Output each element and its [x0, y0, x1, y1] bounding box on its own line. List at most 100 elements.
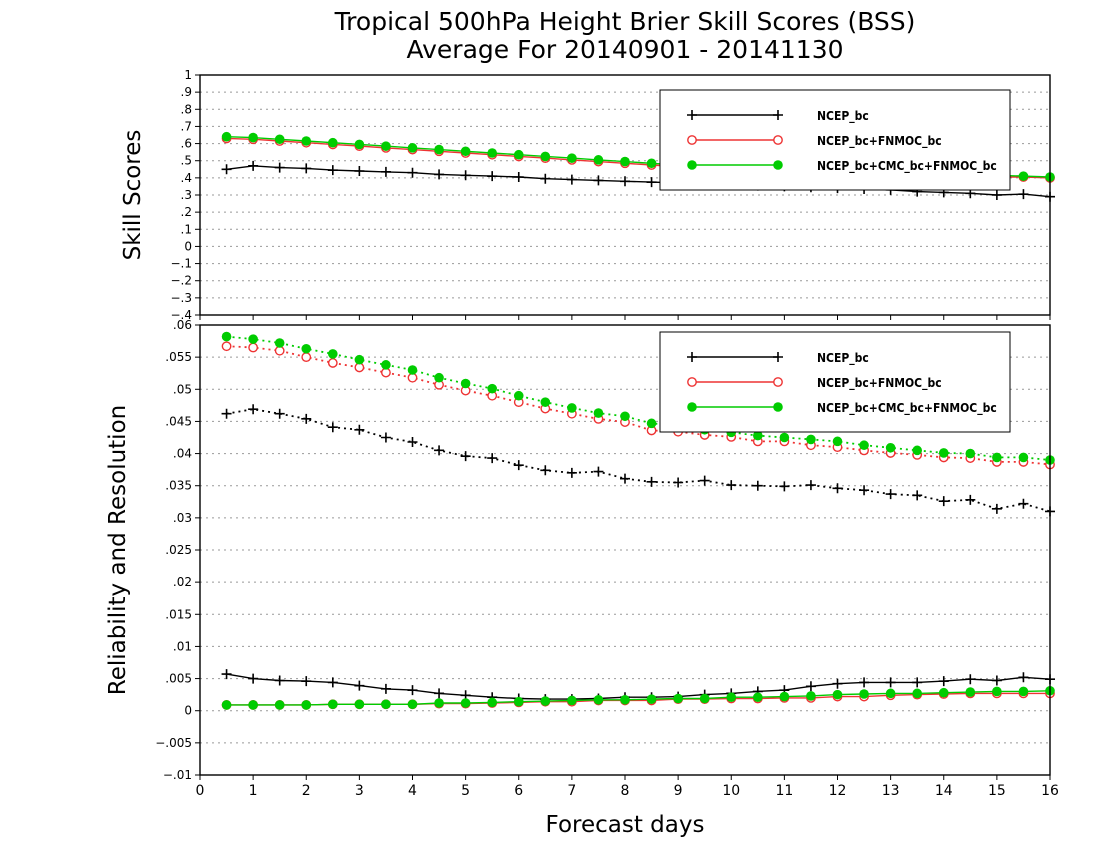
data-point [566, 174, 577, 185]
data-point [991, 503, 1002, 514]
data-point [354, 680, 365, 691]
series-line [226, 673, 1051, 700]
x-tick-label: 16 [1041, 783, 1059, 799]
x-tick-label: 8 [621, 783, 630, 799]
data-point [301, 163, 312, 174]
data-point [274, 338, 285, 348]
data-point [593, 408, 604, 418]
data-point [699, 475, 710, 486]
data-point [912, 445, 922, 456]
data-point [567, 403, 577, 413]
y-tick-label: −.2 [170, 274, 192, 288]
reliability-resolution-panel: −.01 −.005 0 .005 .01 .015 .02 .025 .03 .035 .04 .0… [155, 318, 1059, 799]
data-point [726, 480, 737, 491]
data-point [328, 349, 338, 359]
y-tick-label: .06 [173, 318, 192, 332]
data-point [699, 693, 710, 704]
x-tick-label: 15 [988, 783, 1006, 799]
y-tick-label: .025 [165, 543, 192, 557]
data-point [673, 477, 684, 488]
data-point [248, 700, 258, 710]
legend-marker [687, 402, 697, 412]
data-point [221, 331, 232, 342]
chart-title-line1: Tropical 500hPa Height Brier Skill Score… [334, 7, 916, 36]
y-tick-label: 1 [184, 68, 192, 82]
data-point [1018, 686, 1029, 697]
data-point [992, 686, 1002, 697]
data-point [513, 390, 524, 401]
data-point [620, 176, 630, 187]
data-point [753, 430, 763, 441]
y-tick-label: .6 [181, 137, 192, 151]
data-point [274, 162, 285, 173]
legend-label: NCEP_bc+CMC_bc+FNMOC_bc [817, 159, 997, 174]
data-point [566, 467, 577, 478]
y-tick-label: .7 [181, 119, 192, 133]
data-point [487, 697, 497, 708]
data-point [274, 675, 285, 686]
data-point [274, 408, 285, 419]
data-point [859, 677, 870, 688]
data-point [221, 341, 232, 352]
legend-label: NCEP_bc [817, 351, 869, 366]
data-point [328, 137, 338, 148]
data-point [407, 437, 418, 447]
x-tick-label: 6 [514, 783, 523, 799]
y-tick-label: .045 [165, 414, 192, 428]
chart-title-line2: Average For 20140901 - 20141130 [406, 35, 843, 64]
y-tick-label: .015 [165, 607, 192, 621]
y-tick-label: .035 [165, 479, 192, 493]
y-tick-label: −.1 [170, 257, 192, 271]
y-tick-label: .005 [165, 672, 192, 686]
data-point [380, 683, 391, 694]
legend-marker [773, 110, 783, 120]
data-point [407, 685, 418, 696]
data-point [513, 149, 524, 160]
legend-marker [773, 377, 783, 387]
x-tick-label: 11 [775, 783, 793, 799]
data-point [832, 689, 843, 700]
data-point [248, 132, 258, 143]
data-point [221, 131, 232, 142]
data-point [992, 452, 1002, 463]
data-point [991, 675, 1002, 686]
y-tick-label: −.005 [155, 736, 192, 750]
data-point [221, 669, 232, 680]
data-point [327, 165, 338, 176]
data-point [487, 383, 497, 394]
x-tick-label: 14 [935, 783, 953, 799]
data-point [965, 687, 976, 697]
plot-frame [199, 324, 1051, 776]
y-tick-label: .04 [173, 447, 192, 461]
data-point [327, 422, 338, 433]
data-point [540, 151, 551, 162]
y-tick-label: 0 [184, 704, 192, 718]
y-tick-label: .8 [181, 102, 192, 116]
data-point [593, 694, 604, 705]
data-point [460, 170, 471, 181]
y-tick-label: .1 [181, 222, 192, 236]
data-point [380, 166, 391, 177]
y-tick-label: .01 [173, 639, 192, 653]
data-point [248, 673, 259, 684]
data-point [1018, 171, 1029, 181]
data-point [965, 494, 976, 505]
x-tick-label: 13 [882, 783, 900, 799]
data-point [620, 411, 630, 422]
data-point [301, 136, 312, 146]
data-point [354, 139, 365, 150]
data-point [487, 148, 497, 158]
data-point [301, 352, 312, 363]
data-point [248, 334, 258, 344]
x-tick-label: 5 [461, 783, 470, 799]
data-point [381, 141, 391, 151]
data-point [327, 677, 338, 688]
y-tick-label: −.01 [163, 768, 192, 782]
data-point [301, 343, 312, 354]
data-point [885, 688, 896, 699]
data-point [779, 432, 790, 443]
data-point [673, 693, 683, 704]
y-tick-label: .9 [181, 85, 192, 99]
data-point [859, 485, 870, 496]
